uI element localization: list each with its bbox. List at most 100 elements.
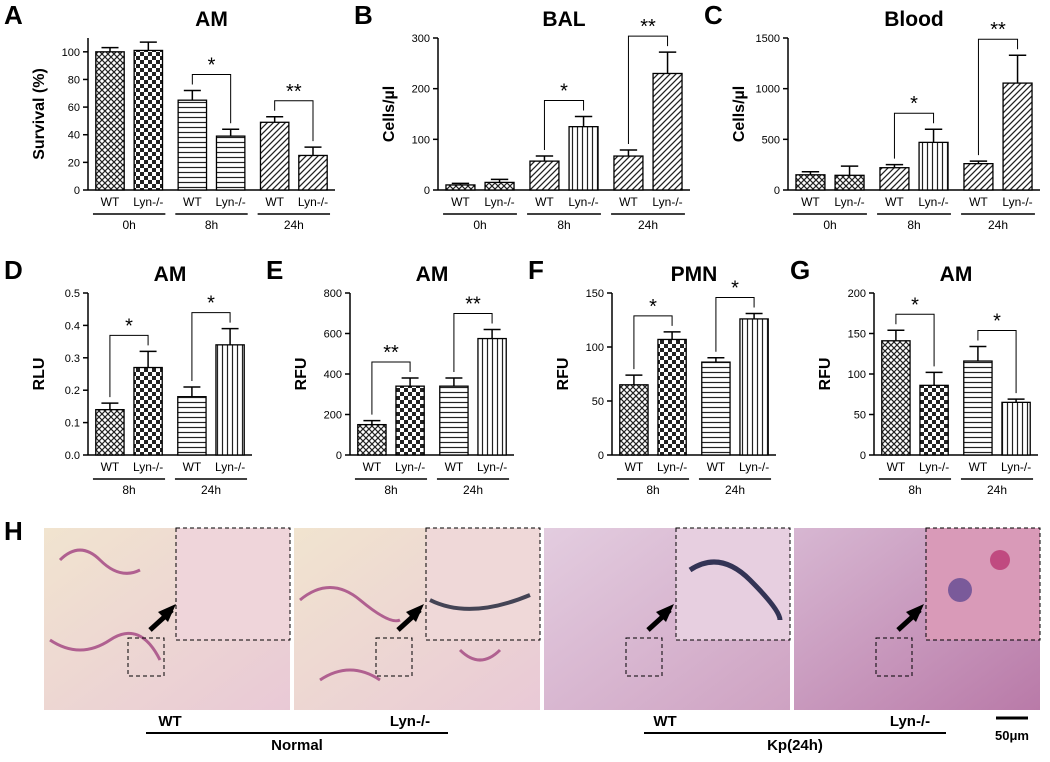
bar: [619, 384, 649, 456]
y-tick-label: 200: [412, 84, 430, 96]
x-tick-label: Lyn-/-: [739, 460, 769, 474]
x-tick-label: WT: [619, 195, 638, 209]
scale-bar-label: 50μm: [995, 728, 1029, 743]
bar-chart: F PMN RFU 0 50 100 150 WT Lyn-/- WT Lyn-/- 8h 24h * *: [528, 255, 776, 497]
x-tick-label: Lyn-/-: [918, 195, 948, 209]
micrograph: [794, 527, 1041, 710]
error-bar: [885, 163, 904, 168]
bar: [963, 163, 994, 191]
bar: [795, 174, 826, 191]
group-label: 0h: [122, 218, 135, 232]
significance-bracket: [109, 334, 149, 398]
significance-bracket: [715, 297, 755, 352]
group-label: 24h: [201, 483, 221, 497]
error-bar: [221, 327, 239, 345]
bar: [568, 126, 599, 191]
bar: [95, 408, 125, 456]
error-bar: [139, 41, 157, 51]
error-bar: [304, 146, 322, 156]
y-tick-label: 600: [324, 329, 342, 341]
bar: [445, 184, 476, 191]
error-bar: [266, 116, 284, 123]
x-tick-label: Lyn-/-: [484, 195, 514, 209]
y-tick-label: 100: [412, 134, 430, 146]
y-tick-label: 20: [68, 157, 80, 169]
y-axis-label: Cells/µl: [731, 86, 748, 142]
error-bar: [574, 115, 593, 127]
image-label: WT: [653, 713, 676, 730]
x-tick-label: Lyn-/-: [919, 460, 949, 474]
y-tick-label: 0.3: [65, 353, 80, 365]
micrograph: [44, 527, 291, 710]
y-tick-label: 0.5: [65, 288, 80, 300]
group-label: 24h: [638, 218, 658, 232]
y-tick-label: 60: [68, 102, 80, 114]
error-bar: [483, 328, 501, 339]
bar: [963, 360, 993, 456]
y-axis-label: RFU: [293, 358, 310, 391]
y-tick-label: 100: [62, 47, 80, 59]
group-label: 8h: [557, 218, 570, 232]
chart-title: AM: [940, 263, 973, 286]
bar: [357, 423, 387, 456]
x-tick-label: WT: [363, 460, 382, 474]
error-bar: [1007, 398, 1025, 403]
panel-letter: C: [704, 0, 723, 30]
significance-label: *: [560, 81, 568, 103]
x-tick-label: Lyn-/-: [1001, 460, 1031, 474]
significance-bracket: [977, 329, 1017, 394]
chart-title: AM: [195, 8, 228, 31]
panel-letter: H: [4, 516, 23, 546]
significance-label: **: [383, 342, 399, 364]
y-tick-label: 0: [860, 450, 866, 462]
micrograph: [544, 527, 791, 710]
error-bar: [535, 155, 554, 162]
y-axis-label: Cells/µl: [381, 86, 398, 142]
group-label: 24h: [987, 483, 1007, 497]
x-tick-label: WT: [451, 195, 470, 209]
significance-label: *: [649, 296, 657, 318]
y-tick-label: 200: [848, 288, 866, 300]
y-tick-label: 150: [848, 329, 866, 341]
bar: [177, 99, 208, 191]
significance-label: *: [910, 93, 918, 115]
y-axis-label: RLU: [31, 358, 48, 391]
significance-label: **: [990, 19, 1006, 41]
bar: [177, 396, 207, 456]
error-bar: [801, 171, 820, 175]
x-tick-label: WT: [183, 195, 202, 209]
significance-label: *: [207, 293, 215, 315]
x-tick-label: Lyn-/-: [834, 195, 864, 209]
x-tick-label: Lyn-/-: [477, 460, 507, 474]
x-tick-label: WT: [625, 460, 644, 474]
y-tick-label: 0: [424, 185, 430, 197]
y-axis-label: Survival (%): [31, 68, 48, 160]
micrograph: [294, 527, 541, 710]
bar: [918, 141, 949, 191]
error-bar: [745, 312, 763, 319]
bar: [439, 385, 469, 456]
y-tick-label: 50: [592, 396, 604, 408]
error-bar: [969, 160, 988, 164]
error-bar: [101, 402, 119, 410]
y-tick-label: 150: [586, 288, 604, 300]
group-label: 8h: [908, 483, 921, 497]
panel-letter: G: [790, 255, 810, 285]
bar: [1001, 401, 1031, 456]
significance-label: **: [640, 16, 656, 38]
error-bar: [925, 371, 943, 386]
error-bar: [101, 46, 119, 52]
y-tick-label: 0.1: [65, 418, 80, 430]
significance-label: *: [731, 278, 739, 300]
bar: [95, 51, 125, 191]
error-bar: [840, 165, 859, 176]
y-tick-label: 40: [68, 130, 80, 142]
image-label: WT: [158, 713, 181, 730]
x-tick-label: WT: [969, 195, 988, 209]
bar: [133, 49, 164, 191]
panel-letter: A: [4, 0, 23, 30]
x-tick-label: Lyn-/-: [216, 195, 246, 209]
significance-bracket: [371, 361, 411, 415]
x-tick-label: WT: [101, 195, 120, 209]
significance-bracket: [895, 313, 935, 367]
